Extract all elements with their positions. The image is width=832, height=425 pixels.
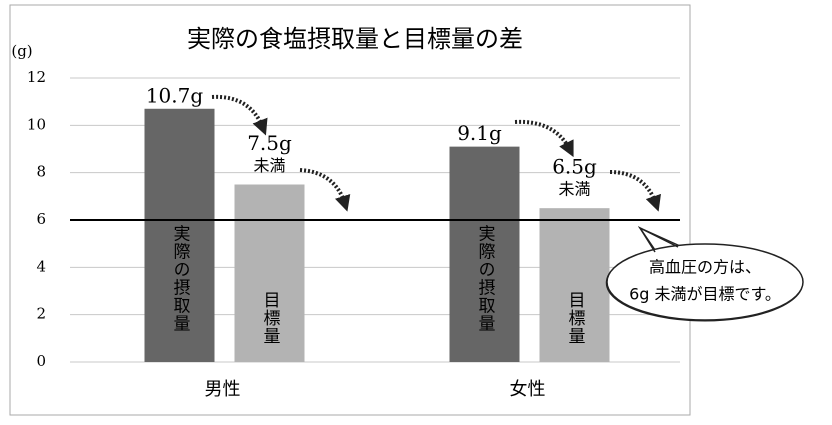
arrow (299, 168, 351, 212)
y-tick-label: 8 (36, 163, 46, 181)
value-label: 未満 (558, 180, 590, 199)
y-tick-label: 0 (36, 352, 46, 370)
callout (606, 243, 804, 321)
value-label: 7.5g (247, 131, 292, 155)
series-name: 目標量 (565, 291, 586, 345)
callout-pointer (637, 226, 679, 253)
y-tick-label: 2 (36, 305, 46, 323)
series-name: 実際の摂取量 (170, 225, 191, 333)
value-label: 6.5g (552, 155, 597, 179)
series-name: 実際の摂取量 (475, 225, 496, 333)
arrow (211, 94, 268, 136)
x-tick-label: 男性 (205, 379, 241, 400)
series-name: 目標量 (260, 291, 281, 345)
bar (539, 208, 610, 362)
annotation: 6g 未満が目標です。 (629, 285, 781, 304)
bar (234, 184, 305, 362)
bar (144, 108, 215, 363)
x-tick-label: 女性 (510, 379, 546, 400)
plot: 024681012男性実際の摂取量10.7g目標量7.5g未満女性実際の摂取量9… (27, 68, 680, 400)
y-unit: (g) (11, 42, 32, 60)
bar (449, 146, 520, 362)
y-tick-label: 12 (27, 68, 46, 86)
arrow (609, 170, 661, 212)
value-label: 未満 (253, 156, 285, 175)
annotation: 高血圧の方は、 (649, 258, 761, 277)
value-label: 10.7g (146, 83, 204, 107)
arrows (211, 94, 661, 212)
y-tick-label: 10 (27, 115, 46, 133)
chart-title: 実際の食塩摂取量と目標量の差 (187, 25, 523, 53)
y-tick-label: 4 (36, 257, 46, 275)
y-tick-label: 6 (36, 210, 46, 228)
value-label: 9.1g (457, 121, 502, 145)
